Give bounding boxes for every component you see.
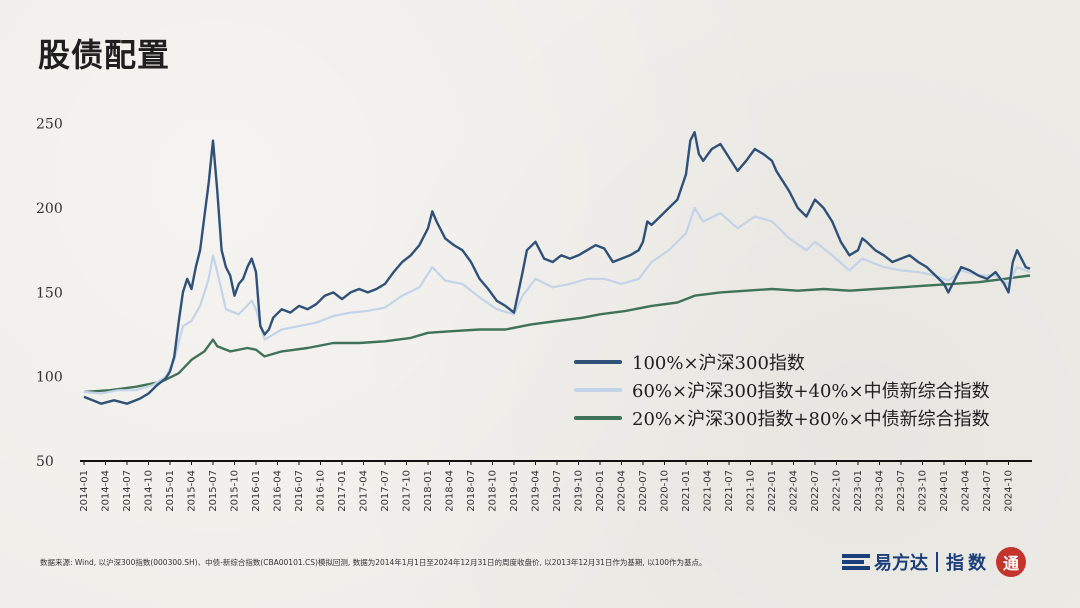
seal-stamp: 通 [996,547,1026,577]
y-tick-label: 50 [36,454,54,470]
x-tick-label: 2022-10 [832,470,843,512]
x-tick-label: 2022-07 [810,470,821,512]
x-tick-label: 2014-04 [101,470,112,512]
legend-swatch-60-40 [574,388,622,392]
x-tick-label: 2015-10 [230,470,241,512]
x-tick-label: 2022-01 [767,470,778,512]
legend-label-60-40: 60%×沪深300指数+40%×中债新综合指数 [632,381,990,402]
x-tick-label: 2023-07 [896,470,907,512]
x-tick-label: 2019-04 [531,470,542,512]
brand-divider [936,552,938,572]
data-source-note: 数据来源: Wind, 以沪深300指数(000300.SH)、中债-新综合指数… [40,558,707,567]
x-tick-label: 2018-10 [488,470,499,512]
x-tick-label: 2024-04 [961,470,972,512]
legend-swatch-20-80 [574,416,622,420]
x-tick-label: 2016-01 [251,470,262,512]
x-tick-label: 2014-07 [122,470,133,512]
series-lines [83,131,1031,405]
x-tick-label: 2017-01 [337,470,348,512]
x-tick-label: 2016-04 [273,470,284,512]
x-tick-label: 2015-04 [187,470,198,512]
legend-swatch-csi300 [574,360,622,364]
x-tick-label: 2024-10 [1004,470,1015,512]
x-tick-label: 2017-04 [359,470,370,512]
y-tick-label: 150 [36,285,63,301]
x-tick-label: 2018-07 [466,470,477,512]
series-line-2 [83,274,1031,394]
x-tick-label: 2014-01 [79,470,90,512]
legend-item-20-80: 20%×沪深300指数+80%×中债新综合指数 [574,404,990,432]
x-tick-label: 2024-01 [939,470,950,512]
x-tick-label: 2016-10 [316,470,327,512]
brand-footer: 易方达 指数 通 [842,544,1026,580]
series-line-1 [83,206,1031,395]
x-tick-label: 2021-04 [703,470,714,512]
x-tick-label: 2021-10 [746,470,757,512]
chart-legend: 100%×沪深300指数 60%×沪深300指数+40%×中债新综合指数 20%… [574,348,990,432]
x-tick-label: 2023-10 [918,470,929,512]
x-tick-label: 2016-07 [294,470,305,512]
x-tick-label: 2019-01 [509,470,520,512]
x-tick-label: 2023-01 [853,470,864,512]
x-tick-label: 2015-07 [208,470,219,512]
y-axis: 50 100 150 200 250 [36,117,63,470]
y-tick-label: 100 [36,370,63,386]
x-tick-label: 2022-04 [789,470,800,512]
x-axis: 2014-01 2014-04 2014-07 2014-10 2015-01 2015-… [79,461,1015,512]
legend-item-csi300: 100%×沪深300指数 [574,348,990,376]
x-tick-label: 2014-10 [144,470,155,512]
x-tick-label: 2019-10 [574,470,585,512]
brand-subtitle: 指数 [946,553,990,574]
series-line-0 [83,131,1031,405]
x-tick-label: 2017-07 [380,470,391,512]
y-tick-label: 200 [36,201,63,217]
x-tick-label: 2017-10 [402,470,413,512]
legend-label-csi300: 100%×沪深300指数 [632,353,805,374]
brand-name: 易方达 [874,553,928,574]
x-tick-label: 2020-04 [617,470,628,512]
x-tick-label: 2021-01 [681,470,692,512]
x-tick-label: 2023-04 [875,470,886,512]
legend-item-60-40: 60%×沪深300指数+40%×中债新综合指数 [574,376,990,404]
x-tick-label: 2018-04 [445,470,456,512]
efund-logo-icon [842,554,870,570]
legend-label-20-80: 20%×沪深300指数+80%×中债新综合指数 [632,409,990,430]
x-tick-label: 2020-10 [660,470,671,512]
x-tick-label: 2020-01 [595,470,606,512]
page-title: 股债配置 [38,36,171,74]
x-tick-label: 2018-01 [423,470,434,512]
x-tick-label: 2015-01 [165,470,176,512]
x-tick-label: 2024-07 [982,470,993,512]
x-tick-label: 2019-07 [552,470,563,512]
y-tick-label: 250 [36,117,63,133]
x-tick-label: 2020-07 [638,470,649,512]
x-tick-label: 2021-07 [724,470,735,512]
